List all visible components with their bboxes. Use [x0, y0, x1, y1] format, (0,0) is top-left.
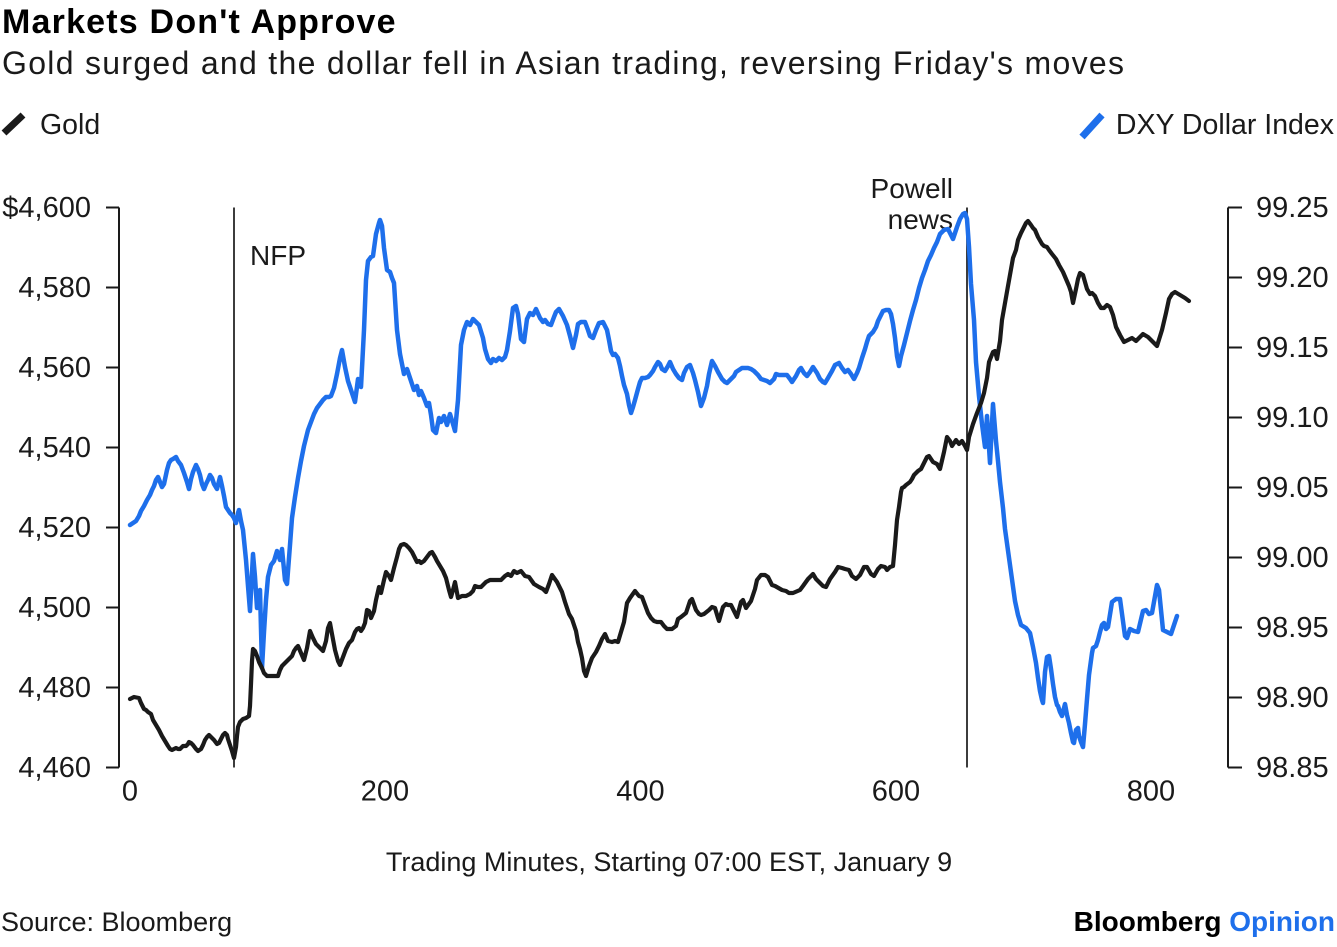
- svg-text:98.95: 98.95: [1256, 612, 1329, 644]
- svg-text:99.05: 99.05: [1256, 472, 1329, 504]
- svg-text:4,560: 4,560: [18, 352, 91, 384]
- svg-text:$4,600: $4,600: [2, 192, 91, 224]
- svg-text:99.15: 99.15: [1256, 332, 1329, 364]
- svg-text:4,460: 4,460: [18, 752, 91, 784]
- svg-text:Source: Bloomberg: Source: Bloomberg: [1, 907, 232, 937]
- svg-text:4,520: 4,520: [18, 512, 91, 544]
- svg-text:99.10: 99.10: [1256, 402, 1329, 434]
- svg-text:99.25: 99.25: [1256, 192, 1329, 224]
- svg-text:Gold surged and the dollar fel: Gold surged and the dollar fell in Asian…: [2, 45, 1125, 81]
- svg-text:99.00: 99.00: [1256, 542, 1329, 574]
- svg-text:Powell: Powell: [871, 173, 953, 204]
- svg-text:Bloomberg Opinion: Bloomberg Opinion: [1074, 906, 1335, 937]
- svg-text:200: 200: [361, 776, 409, 808]
- svg-text:0: 0: [122, 776, 138, 808]
- svg-text:4,500: 4,500: [18, 592, 91, 624]
- svg-text:Markets Don't Approve: Markets Don't Approve: [2, 3, 397, 41]
- svg-text:98.90: 98.90: [1256, 682, 1329, 714]
- svg-text:4,480: 4,480: [18, 672, 91, 704]
- svg-text:800: 800: [1127, 776, 1175, 808]
- svg-text:4,540: 4,540: [18, 432, 91, 464]
- svg-text:DXY Dollar Index: DXY Dollar Index: [1116, 109, 1334, 141]
- svg-text:400: 400: [616, 776, 664, 808]
- svg-text:NFP: NFP: [250, 240, 306, 271]
- svg-text:4,580: 4,580: [18, 272, 91, 304]
- svg-text:Gold: Gold: [40, 109, 100, 141]
- svg-text:99.20: 99.20: [1256, 262, 1329, 294]
- svg-text:600: 600: [872, 776, 920, 808]
- svg-text:98.85: 98.85: [1256, 752, 1329, 784]
- svg-text:Trading Minutes, Starting 07:0: Trading Minutes, Starting 07:00 EST, Jan…: [386, 847, 952, 877]
